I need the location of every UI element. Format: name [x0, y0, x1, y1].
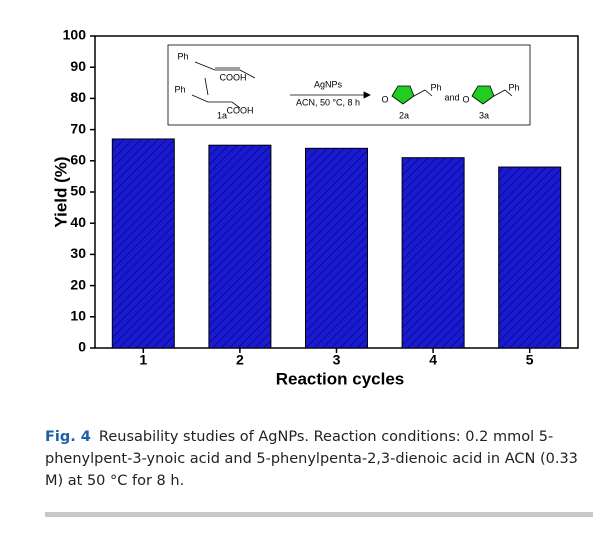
x-tick-label: 1	[139, 352, 147, 368]
scheme-label: Ph	[508, 82, 519, 92]
arrow	[204, 77, 209, 96]
x-tick-label: 5	[526, 352, 534, 368]
chart: Reaction cycles Yield (%) 0 10 20 30 40 50 60 7…	[51, 27, 579, 388]
y-tick-label: 20	[70, 276, 86, 292]
x-axis-title: Reaction cycles	[276, 369, 405, 388]
scheme-label: ACN, 50 °C, 8 h	[296, 97, 360, 107]
arrowhead	[363, 91, 371, 99]
ring	[471, 85, 495, 105]
scheme-label: O	[462, 94, 469, 104]
scheme-label: Ph	[430, 82, 441, 92]
bond	[194, 61, 256, 79]
y-tick-label: 40	[70, 214, 86, 230]
y-tick-label: 70	[70, 120, 86, 136]
x-tick-label: 2	[236, 352, 244, 368]
scheme-label: 2a	[399, 110, 409, 120]
bar	[305, 147, 368, 349]
y-tick-label: 30	[70, 245, 86, 261]
bar	[111, 138, 175, 349]
y-tick-label: 0	[78, 339, 86, 355]
x-tick-label: 3	[333, 352, 341, 368]
scheme-label: COOH	[227, 105, 254, 115]
scheme-label: Ph	[174, 84, 185, 94]
bond	[191, 94, 241, 109]
scheme	[167, 44, 531, 126]
bond	[493, 89, 513, 97]
y-tick-label: 80	[70, 89, 86, 105]
divider	[45, 512, 593, 517]
scheme-label: 3a	[479, 110, 489, 120]
scheme-label: Ph	[177, 51, 188, 61]
bond	[413, 89, 433, 97]
scheme-label: AgNPs	[314, 79, 343, 89]
y-tick-label: 90	[70, 58, 86, 74]
ring	[391, 85, 415, 105]
bar	[498, 166, 562, 349]
caption-label: Fig. 4	[45, 429, 91, 445]
x-tick-label: 4	[429, 352, 437, 368]
scheme-label: COOH	[220, 72, 247, 82]
y-tick-label: 50	[70, 183, 86, 199]
scheme-label: O	[381, 94, 388, 104]
scheme-label: 1a	[217, 110, 227, 120]
bar	[208, 144, 272, 349]
scheme-box	[167, 44, 531, 126]
y-tick-label: 100	[63, 27, 87, 43]
caption: Fig. 4 Reusability studies of AgNPs. Reac…	[45, 426, 590, 492]
y-axis-title: Yield (%)	[51, 156, 70, 227]
y-tick-label: 60	[70, 152, 86, 168]
y-tick-label: 10	[70, 308, 86, 324]
caption-text: Reusability studies of AgNPs. Reaction c…	[45, 429, 578, 489]
bar	[401, 157, 465, 349]
scheme-label: and	[444, 92, 459, 102]
